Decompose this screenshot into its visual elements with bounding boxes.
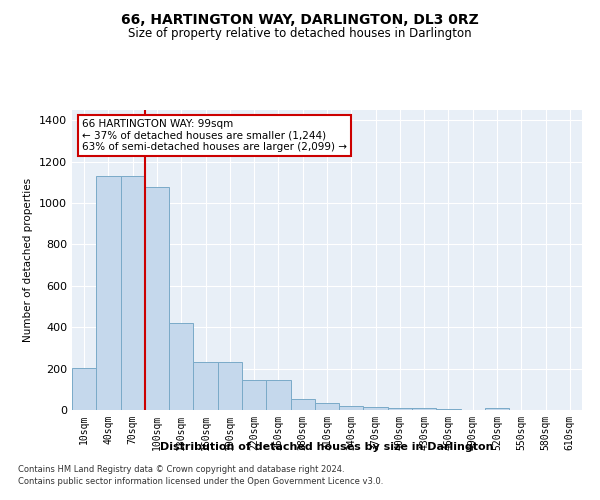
Text: Contains public sector information licensed under the Open Government Licence v3: Contains public sector information licen… [18, 477, 383, 486]
Bar [169, 323, 193, 410]
Bar [315, 403, 339, 410]
Y-axis label: Number of detached properties: Number of detached properties [23, 178, 34, 342]
Bar [412, 408, 436, 410]
Bar [485, 408, 509, 410]
Bar [242, 380, 266, 410]
Bar [290, 398, 315, 410]
Bar [364, 407, 388, 410]
Bar [96, 176, 121, 410]
Bar [145, 186, 169, 410]
Bar [436, 409, 461, 410]
Bar [72, 368, 96, 410]
Text: Distribution of detached houses by size in Darlington: Distribution of detached houses by size … [160, 442, 494, 452]
Bar [266, 380, 290, 410]
Bar [388, 408, 412, 410]
Bar [193, 362, 218, 410]
Bar [121, 176, 145, 410]
Bar [339, 406, 364, 410]
Text: Contains HM Land Registry data © Crown copyright and database right 2024.: Contains HM Land Registry data © Crown c… [18, 466, 344, 474]
Text: 66, HARTINGTON WAY, DARLINGTON, DL3 0RZ: 66, HARTINGTON WAY, DARLINGTON, DL3 0RZ [121, 12, 479, 26]
Text: Size of property relative to detached houses in Darlington: Size of property relative to detached ho… [128, 28, 472, 40]
Text: 66 HARTINGTON WAY: 99sqm
← 37% of detached houses are smaller (1,244)
63% of sem: 66 HARTINGTON WAY: 99sqm ← 37% of detach… [82, 119, 347, 152]
Bar [218, 362, 242, 410]
